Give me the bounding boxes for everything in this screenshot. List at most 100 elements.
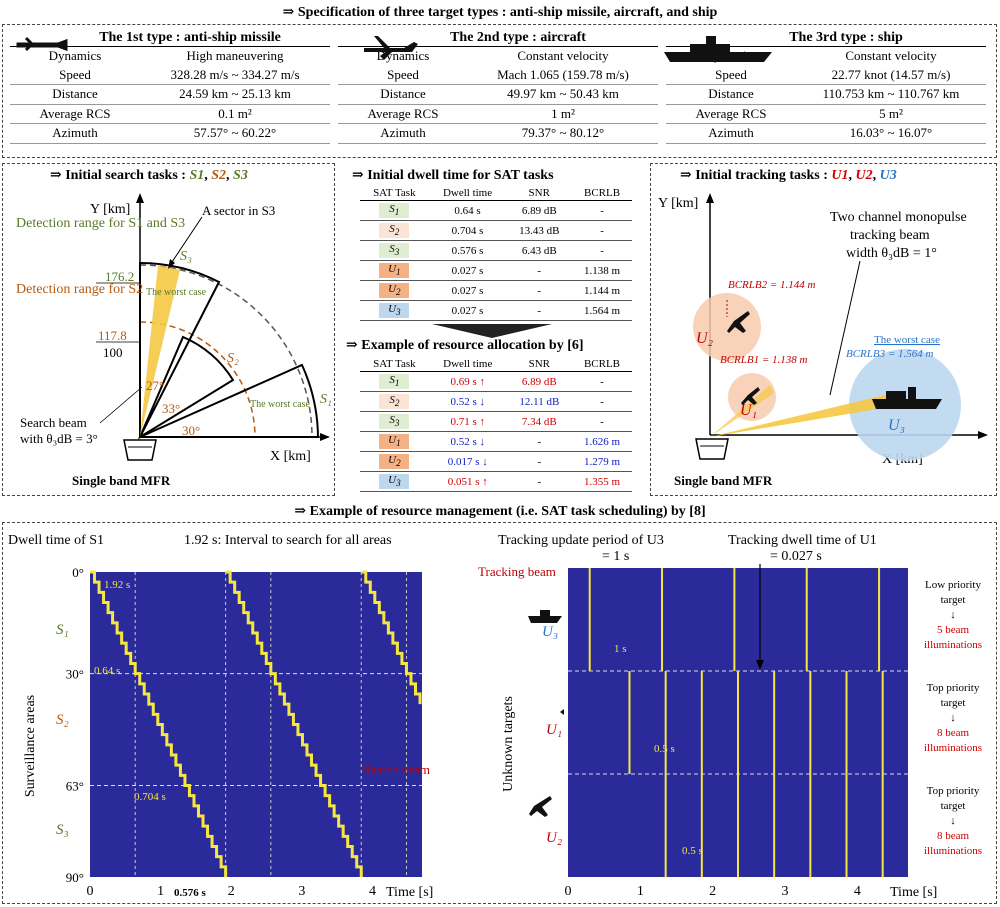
mgmt-title: ⇒ Example of resource management (i.e. S… — [294, 504, 706, 519]
u2-circle — [693, 293, 761, 361]
dwell-cell: 0.027 s — [428, 300, 507, 321]
unknown-label: Unknown targets — [501, 696, 516, 792]
task-cell: U2 — [379, 454, 410, 469]
spec-row: Azimuth 16.03° ~ 16.07° — [666, 124, 986, 144]
u1-label: U₁ — [740, 402, 757, 419]
dwell-cell: 0.027 s — [428, 260, 507, 281]
u3-label: U₃ — [888, 417, 905, 434]
task-cell: S1 — [379, 203, 410, 218]
spec-type-2: The 2nd type : aircraft Dynamics Constant … — [338, 30, 658, 144]
table-header: SNR — [506, 186, 573, 201]
dwell-cell: 0.027 s — [428, 280, 507, 301]
priority-note: 8 beam — [937, 727, 970, 739]
table-header: BCRLB — [572, 186, 632, 201]
snr-cell: 7.34 dB — [506, 411, 572, 432]
spec-box — [2, 24, 997, 158]
missile-icon — [741, 387, 760, 405]
x-axis-label: X [km] — [270, 449, 311, 464]
priority-note: illuminations — [924, 845, 982, 857]
spec-row: Distance 24.59 km ~ 25.13 km — [10, 85, 330, 105]
dwell-cell: 0.52 s ↓ — [428, 431, 507, 452]
alloc-table-wrap: SAT Task Dwell time SNR BCRLB S1 0.69 s ↑ 6.89… — [360, 357, 632, 492]
t0576: 0.576 s — [174, 887, 207, 899]
spec-key: Azimuth — [708, 125, 754, 140]
snr-cell: 6.89 dB — [506, 371, 572, 392]
spec-value: 110.753 km ~ 110.767 km — [822, 86, 960, 101]
track-update-val: = 1 s — [602, 549, 629, 564]
dwell-cell: 0.71 s ↑ — [428, 411, 507, 432]
spec-value: 24.59 km ~ 25.13 km — [179, 86, 291, 101]
bcrlb-cell: - — [572, 200, 632, 221]
aircraft-axis-icon — [529, 796, 552, 817]
interval-label: 1.92 s: Interval to search for all areas — [184, 533, 392, 548]
snr-cell: - — [506, 431, 572, 452]
table-row: U2 0.027 s -1.144 m — [360, 280, 632, 301]
table-row: S1 0.64 s 6.89 dB - — [360, 200, 632, 221]
search-title: ⇒ Initial search tasks : S1, S2, S3 — [50, 168, 248, 183]
spec-key: Azimuth — [380, 125, 426, 140]
track-beam-2: tracking beam — [850, 228, 930, 243]
y-tick: 30° — [66, 667, 84, 682]
x-tick: 3 — [782, 884, 789, 899]
search-beam-label: Search beam — [363, 762, 430, 777]
det-s2: Detection range for S2 — [16, 282, 143, 297]
bcrlb-cell: - — [571, 411, 632, 432]
bcrlb-cell: 1.144 m — [572, 280, 632, 301]
bcrlb-cell: - — [572, 220, 632, 241]
spec-row: Average RCS 0.1 m² — [10, 105, 330, 124]
sector-label: A sector in S3 — [202, 203, 275, 218]
y-tick: 63° — [66, 779, 84, 794]
t0704: 0.704 s — [134, 791, 166, 803]
task-cell: U2 — [379, 283, 410, 298]
spec-title: ⇒ Specification of three target types : … — [282, 5, 718, 20]
x-tick: 0 — [565, 884, 572, 899]
table-row: U2 0.017 s ↓ -1.279 m — [360, 451, 632, 472]
priority-note: ↓ — [950, 815, 956, 827]
u2-axis: U₂ — [546, 830, 562, 846]
spec-row: Average RCS 1 m² — [338, 105, 658, 124]
u3-axis: U₃ — [542, 624, 558, 640]
priority-note: target — [941, 697, 966, 709]
spec-key: Distance — [708, 86, 754, 101]
tracking-title: ⇒ Initial tracking tasks : U1, U2, U3 — [680, 168, 897, 183]
snr-cell: - — [506, 300, 573, 321]
table-row: U3 0.027 s -1.564 m — [360, 300, 632, 321]
spec-key: Dynamics — [704, 48, 758, 63]
dwell-cell: 0.52 s ↓ — [428, 391, 507, 412]
spec-value: Constant velocity — [517, 48, 609, 63]
x-tick: 0 — [87, 884, 94, 899]
t05b: 0.5 s — [682, 845, 703, 857]
tracking-beam-label: Tracking beam — [478, 564, 556, 579]
track-update-label: Tracking update period of U3 — [498, 533, 664, 548]
worst-track: The worst case — [874, 334, 940, 346]
table-header: SNR — [506, 357, 572, 372]
x-tick: 2 — [228, 884, 235, 899]
alloc-title: ⇒ Example of resource allocation by [6] — [346, 338, 584, 353]
t064: 0.64 s — [94, 665, 120, 677]
spec-key: Azimuth — [52, 125, 98, 140]
spec-value: Mach 1.065 (159.78 m/s) — [497, 66, 629, 82]
ship-axis-icon — [528, 610, 562, 623]
bcrlb-cell: 1.355 m — [571, 471, 632, 492]
task-cell: S2 — [379, 223, 410, 238]
dwell-table-wrap: SAT Task Dwell time SNR BCRLB S1 0.64 s 6.89 d… — [360, 186, 632, 321]
priority-note: ↓ — [950, 712, 956, 724]
t1s: 1 s — [614, 643, 627, 655]
missile-axis-icon — [530, 709, 564, 715]
spec-row: Azimuth 79.37° ~ 80.12° — [338, 124, 658, 144]
spec-row: Distance 49.97 km ~ 50.43 km — [338, 85, 658, 105]
task-cell: U3 — [379, 303, 410, 318]
bcrlb-cell: - — [571, 371, 632, 392]
spec-value: 79.37° ~ 80.12° — [521, 125, 605, 140]
table-row: S2 0.52 s ↓ 12.11 dB - — [360, 391, 632, 412]
table-row: U1 0.027 s -1.138 m — [360, 260, 632, 281]
y-tick: 90° — [66, 870, 84, 885]
worst2: The worst case — [250, 399, 311, 410]
spec-value: 49.97 km ~ 50.43 km — [507, 86, 619, 101]
y-tick: 0° — [72, 565, 84, 580]
y-axis-label: Y [km] — [90, 202, 130, 217]
r3-label: 100 — [103, 345, 123, 360]
table-header: BCRLB — [571, 357, 632, 372]
tracking-diagram: Y [km] X [km] BCRLB2 = 1.144 m BCRLB1 = … — [658, 193, 988, 488]
s3-axis: S₃ — [56, 822, 69, 838]
